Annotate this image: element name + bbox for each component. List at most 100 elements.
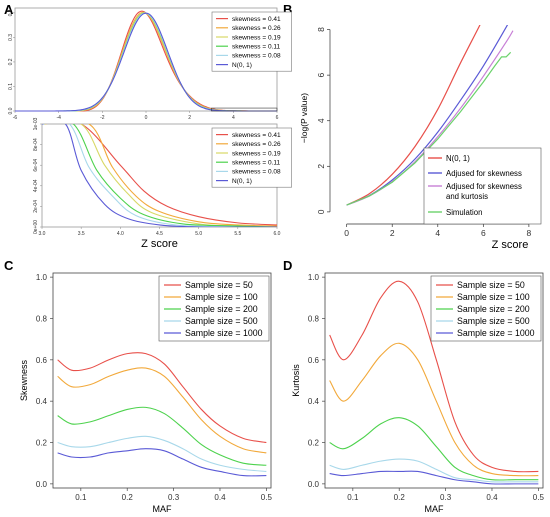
- x-tick-label: 0.4: [486, 493, 498, 502]
- y-tick-label: 0.6: [36, 356, 48, 365]
- legend-label: Sample size = 1000: [185, 328, 263, 338]
- y-tick-label: 4: [316, 118, 326, 123]
- x-tick-label: 8: [527, 228, 532, 238]
- legend-label: Adjused for skewness: [446, 182, 522, 191]
- plot-frame: [324, 272, 544, 489]
- legend-label: N(0, 1): [446, 154, 470, 163]
- x-tick-label: 0.4: [214, 493, 226, 502]
- series-line: [329, 342, 539, 477]
- panel-letter-a: A: [4, 2, 14, 17]
- legend-label: Sample size = 1000: [457, 328, 535, 338]
- plot-frame: [52, 272, 272, 489]
- axes-B: 0 2 4 6 8 0 2 4 6 8 N(0, 1) Adjused for skewness Adj…: [299, 25, 542, 251]
- y-tick-label: 0.0: [308, 480, 320, 489]
- x-tick-label: 6: [276, 115, 279, 121]
- y-tick-label: 0.0: [8, 107, 14, 114]
- x-tick-label: -4: [56, 115, 61, 121]
- legend-box: [211, 127, 292, 188]
- legend-label: Sample size = 100: [185, 292, 258, 302]
- legend-label: skewness = 0.08: [232, 53, 281, 60]
- series-line: [329, 280, 539, 473]
- y-tick-label: 0.3: [8, 34, 14, 41]
- x-tick-label: 5.5: [234, 231, 241, 237]
- y-tick-label: 0e+00: [33, 220, 39, 234]
- y-tick-label: 6e-04: [33, 159, 39, 172]
- x-tick-label: 6: [481, 228, 486, 238]
- legend-label: skewness = 0.26: [232, 141, 281, 148]
- y-tick-label: 2e-04: [33, 200, 39, 213]
- x-tick-label: 0: [344, 228, 349, 238]
- y-tick-label: 1.0: [308, 273, 320, 282]
- x-tick-label: 0.2: [394, 493, 406, 502]
- legend: skewness = 0.41 skewness = 0.26 skewness =…: [211, 127, 292, 188]
- plot-layer: -6 -4 -2 0 2 4 6 0.0 0.1 0.2 0.3 0.4 skewness = 0.41…: [8, 7, 545, 514]
- axes-C: 0.1 0.2 0.3 0.4 0.5 0.0 0.2 0.4 0.6 0.8 1.0 Sample …: [19, 272, 273, 514]
- x-tick-label: -2: [100, 115, 105, 121]
- panel-letter-c: C: [4, 258, 14, 273]
- panel-letter-d: D: [283, 258, 292, 273]
- legend-label: Simulation: [446, 208, 482, 217]
- y-tick-label: 0.8: [36, 314, 48, 323]
- legend-box: [211, 11, 292, 72]
- y-tick-label: 0.6: [308, 356, 320, 365]
- legend: skewness = 0.41 skewness = 0.26 skewness =…: [211, 11, 292, 72]
- zoom-region: [211, 107, 278, 112]
- y-tick-label: 0.2: [308, 439, 320, 448]
- series-line: [329, 470, 539, 485]
- legend-label: skewness = 0.41: [232, 16, 281, 23]
- legend-label: N(0, 1): [232, 62, 252, 69]
- legend-label: Sample size = 200: [457, 304, 530, 314]
- legend-label: skewness = 0.11: [232, 159, 281, 166]
- y-axis-title: Kurtosis: [291, 364, 301, 397]
- series-line: [57, 448, 267, 477]
- series-line: [346, 25, 481, 206]
- x-tick-label: 2: [390, 228, 395, 238]
- x-tick-label: 0.3: [440, 493, 452, 502]
- x-tick-label: 3.0: [39, 231, 46, 237]
- x-tick-label: 5.0: [195, 231, 202, 237]
- axes-D: 0.1 0.2 0.3 0.4 0.5 0.0 0.2 0.4 0.6 0.8 1.0 Sample …: [291, 272, 545, 514]
- x-tick-label: 0.5: [533, 493, 545, 502]
- legend-label: Sample size = 500: [457, 316, 530, 326]
- legend-box: [423, 147, 542, 225]
- legend-label: Sample size = 200: [185, 304, 258, 314]
- legend-label: N(0, 1): [232, 178, 252, 185]
- series-line: [329, 417, 539, 481]
- y-tick-label: 1.0: [36, 273, 48, 282]
- y-tick-label: 4e-04: [33, 179, 39, 192]
- legend: Sample size = 50 Sample size = 100 Sample …: [158, 275, 270, 342]
- y-axis-title: −log(P value): [299, 93, 309, 143]
- panel-letter-b: B: [283, 2, 292, 17]
- y-tick-label: 0: [316, 209, 326, 214]
- legend: Sample size = 50 Sample size = 100 Sample …: [430, 275, 542, 342]
- y-tick-label: 0.4: [8, 9, 14, 16]
- legend-label: skewness = 0.08: [232, 169, 281, 176]
- x-tick-label: 4.0: [117, 231, 124, 237]
- x-axis-title: MAF: [425, 504, 445, 514]
- y-tick-label: 0.1: [8, 83, 14, 90]
- x-axis-title: Z score: [492, 239, 529, 251]
- y-tick-label: 0.8: [308, 314, 320, 323]
- legend-label: skewness = 0.19: [232, 150, 281, 157]
- axes-A-zoom: 3.0 3.5 4.0 4.5 5.0 5.5 6.0 0e+00 2e-04 4e-04 6e-0…: [33, 117, 292, 250]
- x-tick-label: 0.3: [168, 493, 180, 502]
- x-tick-label: 3.5: [78, 231, 85, 237]
- y-tick-label: 2: [316, 164, 326, 169]
- series-line: [57, 367, 267, 454]
- legend-label: skewness = 0.26: [232, 25, 281, 32]
- y-tick-label: 8: [316, 27, 326, 32]
- x-axis-title: Z score: [141, 238, 178, 250]
- y-tick-label: 0.2: [8, 58, 14, 65]
- y-tick-label: 6: [316, 73, 326, 78]
- y-tick-label: 0.4: [36, 397, 48, 406]
- series-line: [42, 124, 277, 227]
- legend-label: skewness = 0.19: [232, 34, 281, 41]
- legend-label: Sample size = 50: [457, 280, 525, 290]
- x-tick-label: 4: [232, 115, 235, 121]
- x-tick-label: 0.5: [261, 493, 273, 502]
- y-tick-label: 0.2: [36, 439, 48, 448]
- legend-label: skewness = 0.41: [232, 132, 281, 139]
- y-tick-label: 1e-03: [33, 117, 39, 130]
- legend: N(0, 1) Adjused for skewness Adjused for s…: [423, 147, 542, 225]
